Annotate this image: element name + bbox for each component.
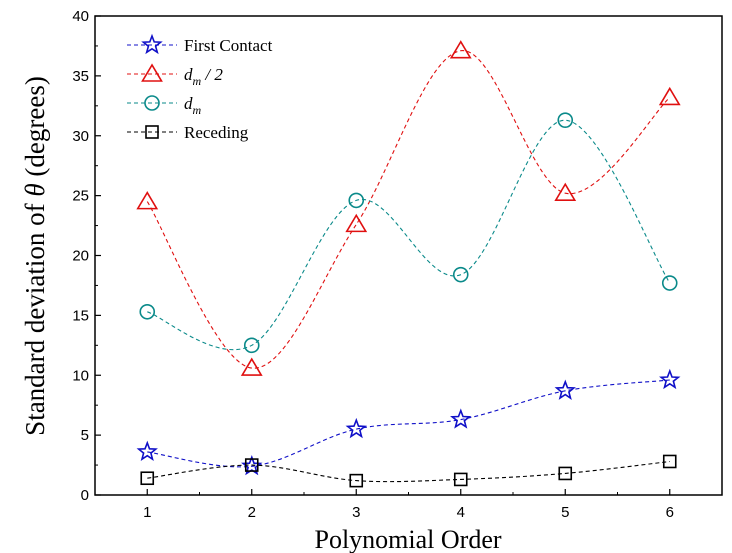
x-tick-label: 6 [666, 504, 674, 521]
series-3-point [244, 458, 259, 472]
legend-label-0: First Contact [184, 36, 273, 55]
plot-lines [146, 50, 671, 483]
series-0-point [659, 368, 681, 390]
y-tick-label: 10 [72, 367, 89, 384]
series-line-1 [146, 50, 671, 369]
x-tick-label: 5 [561, 504, 569, 521]
series-2-point [139, 303, 156, 320]
series-2-point [243, 337, 260, 354]
series-3-point [662, 454, 677, 469]
series-3-point [558, 466, 573, 481]
series-0-point [554, 379, 576, 400]
y-tick-label: 40 [72, 8, 89, 25]
y-axis-title-suffix: (degrees) [20, 76, 50, 183]
y-tick-label: 5 [81, 427, 89, 444]
legend-label-main: d [184, 65, 193, 84]
series-1-point [240, 357, 263, 376]
y-tick-label: 0 [81, 487, 89, 504]
y-tick-label: 30 [72, 128, 89, 145]
y-tick-label: 20 [72, 248, 89, 265]
series-3-point [349, 473, 364, 488]
legend-label-sub: m [193, 74, 202, 88]
legend-marker-3 [145, 125, 159, 139]
series-0-point [345, 417, 367, 439]
series-line-0 [147, 379, 670, 468]
y-tick-label: 25 [72, 188, 89, 205]
legend-marker-2 [144, 95, 160, 111]
legend-label-main: d [184, 94, 193, 113]
series-1-point [449, 40, 472, 59]
series-line-2 [147, 119, 671, 351]
axis-ticks: 1 2 3 4 5 6 0 5 10 15 20 25 30 35 40 [72, 8, 674, 521]
legend-marker-1 [141, 63, 163, 82]
y-axis-title: Standard deviation of θ (degrees) [20, 76, 50, 436]
legend-label-sub: m [193, 103, 202, 117]
series-2-point [661, 275, 678, 291]
plot-frame [94, 15, 723, 496]
series-3-point [140, 471, 155, 486]
series-1-point [658, 86, 681, 106]
x-tick-label: 1 [143, 504, 151, 521]
series-2-point [452, 266, 469, 283]
y-tick-label: 15 [72, 307, 89, 324]
x-tick-label: 4 [457, 504, 465, 521]
legend-label-2: dm [184, 94, 202, 117]
y-axis-title-prefix: Standard deviation of [20, 197, 50, 436]
series-1-point [554, 182, 577, 202]
series-1-point [136, 191, 159, 210]
x-tick-label: 2 [248, 504, 256, 521]
y-axis-title-symbol: θ [20, 183, 50, 196]
series-1-point [345, 213, 368, 233]
series-2-point [557, 112, 574, 128]
legend-label-1: dm / 2 [184, 65, 223, 88]
legend-marker-0 [141, 33, 163, 55]
series-0-point [450, 408, 472, 429]
legend-label-3: Receding [184, 123, 249, 142]
series-line-3 [147, 460, 670, 483]
series-0-point [136, 440, 158, 462]
x-axis-title: Polynomial Order [314, 525, 501, 553]
y-tick-label: 35 [72, 68, 89, 85]
legend-label-suffix: / 2 [201, 65, 223, 84]
series-3-point [453, 472, 468, 487]
series-2-point [348, 192, 365, 209]
plot-markers [136, 40, 681, 488]
x-tick-label: 3 [352, 504, 360, 521]
